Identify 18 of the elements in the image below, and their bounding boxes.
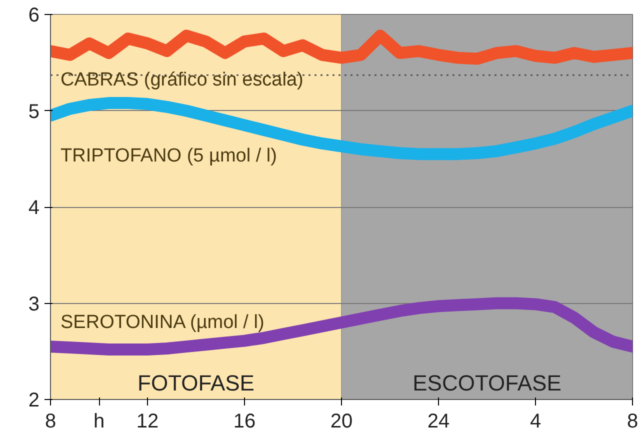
series-label: TRIPTOFANO (5 µmol / l): [60, 145, 277, 166]
y-tick-label: 4: [28, 197, 40, 219]
y-tick-label: 3: [28, 293, 40, 316]
x-tick-label: 16: [233, 410, 256, 432]
series-label: SEROTONINA (µmol / l): [60, 312, 264, 333]
x-tick-label: 8: [44, 410, 56, 432]
y-tick-label: 2: [28, 390, 40, 412]
x-tick-label: 20: [330, 410, 353, 432]
series-label: CABRAS (gráfico sin escala): [60, 69, 304, 90]
band-label: ESCOTOFASE: [412, 370, 562, 396]
x-tick-label: 4: [530, 410, 542, 432]
x-tick-label: h: [93, 410, 105, 432]
y-tick-label: 6: [28, 4, 40, 26]
band-label: FOTOFASE: [138, 370, 254, 396]
x-tick-label: 8: [626, 410, 638, 432]
x-tick-label: 12: [136, 410, 159, 432]
x-tick-label: 24: [427, 410, 450, 432]
y-tick-label: 5: [28, 100, 40, 123]
